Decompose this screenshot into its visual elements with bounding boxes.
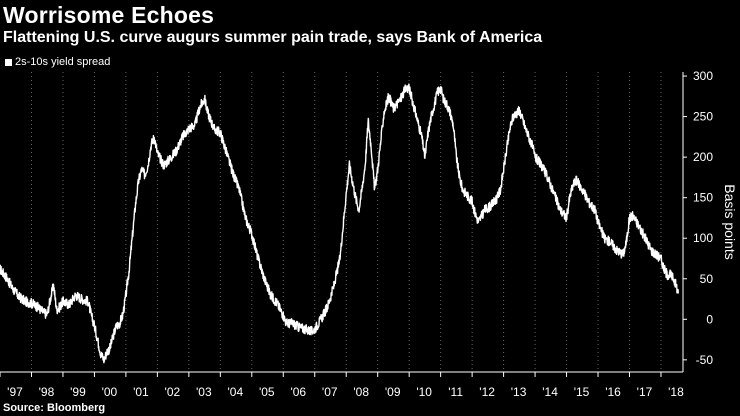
y-tick-label: 150 [693,191,713,205]
x-tick-label: '99 [70,385,86,399]
y-tick-label: 250 [693,110,713,124]
x-tick-label: '10 [416,385,432,399]
y-axis-title: Basis points [722,184,738,259]
y-tick-label: 0 [706,312,713,326]
legend-label: 2s-10s yield spread [15,56,111,68]
x-tick-label: '98 [39,385,55,399]
x-tick-label: '01 [133,385,149,399]
x-tick-label: '16 [605,385,621,399]
x-tick-label: '08 [353,385,369,399]
x-tick-label: '14 [542,385,558,399]
series-line-yield-spread [0,83,679,364]
x-tick-label: '06 [290,385,306,399]
x-tick-label: '00 [102,385,118,399]
y-tick-label: 300 [693,69,713,83]
y-tick-label: 100 [693,231,713,245]
x-tick-label: '18 [668,385,684,399]
chart-title: Worrisome Echoes [3,2,215,28]
x-tick-label: '13 [511,385,527,399]
x-tick-label: '05 [259,385,275,399]
x-tick-label: '07 [322,385,338,399]
y-tick-label: 200 [693,150,713,164]
chart-subtitle: Flattening U.S. curve augurs summer pain… [3,29,543,46]
legend-swatch [5,58,12,66]
x-tick-label: '15 [574,385,590,399]
x-tick-label: '04 [228,385,244,399]
x-tick-label: '09 [385,385,401,399]
x-tick-label: '11 [448,385,463,399]
source-note: Source: Bloomberg [3,402,106,414]
x-tick-label: '02 [165,385,181,399]
y-tick-label: -50 [696,353,714,367]
x-tick-label: '12 [479,385,495,399]
x-tick-label: '17 [637,385,653,399]
legend: 2s-10s yield spread [5,56,110,68]
x-tick-label: '97 [7,385,23,399]
y-tick-label: 50 [700,272,714,286]
x-tick-label: '03 [196,385,212,399]
